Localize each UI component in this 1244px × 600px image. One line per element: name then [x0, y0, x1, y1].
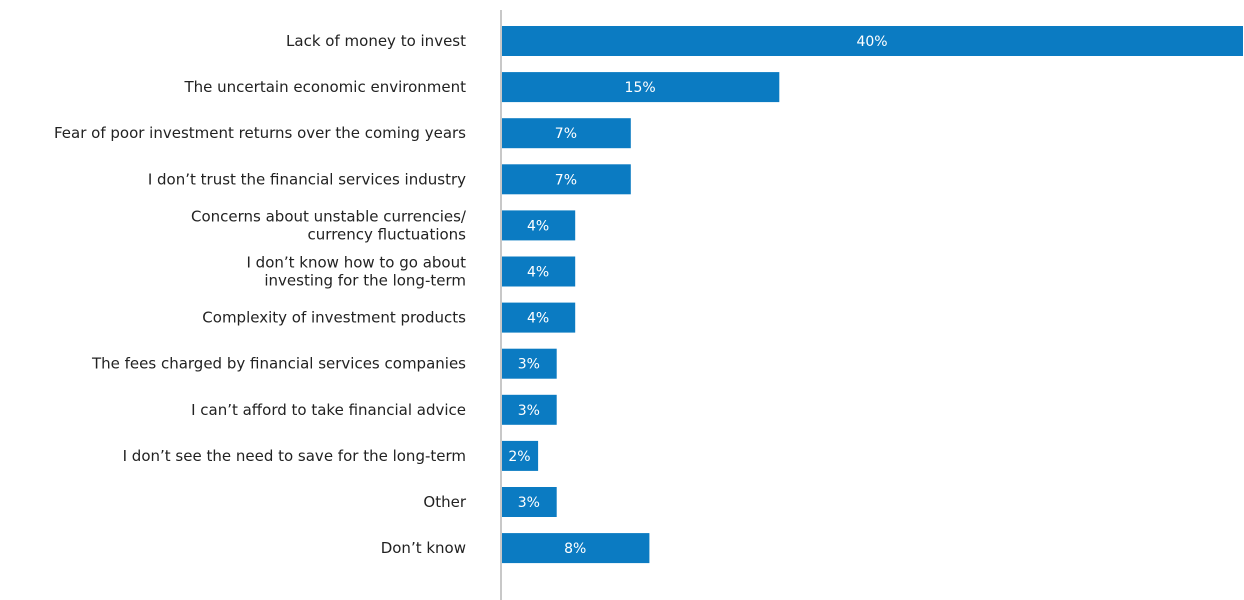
category-label-line: I can’t afford to take financial advice: [191, 401, 466, 419]
category-label: The uncertain economic environment: [184, 78, 467, 96]
data-label: 2%: [508, 449, 530, 465]
bar: [501, 487, 557, 517]
category-label-line: The uncertain economic environment: [184, 78, 467, 96]
bar: [501, 348, 557, 379]
category-label: Concerns about unstable currencies/curre…: [191, 207, 467, 243]
category-label-line: Other: [423, 493, 466, 511]
category-label-line: Fear of poor investment returns over the…: [54, 124, 466, 142]
category-labels-layer: Lack of money to invest The uncertain eco…: [54, 32, 467, 557]
category-label: The fees charged by financial services c…: [91, 355, 466, 373]
bar: [501, 118, 631, 149]
category-label-line: Concerns about unstable currencies/: [191, 207, 467, 225]
data-label: 15%: [625, 80, 656, 96]
data-label: 40%: [856, 34, 887, 50]
value-labels-layer: 40% 15% 7% 7% 4% 4% 4% 3% 3% 2% 3% 8%: [508, 34, 887, 557]
bar: [501, 256, 576, 287]
category-label-line: I don’t know how to go about: [246, 254, 466, 272]
category-label: I don’t see the need to save for the lon…: [123, 447, 466, 465]
data-label: 7%: [555, 172, 577, 188]
data-label: 7%: [555, 126, 577, 142]
data-label: 3%: [518, 403, 540, 419]
category-label-line: investing for the long-term: [264, 272, 466, 290]
data-label: 4%: [527, 218, 549, 234]
data-label: 4%: [527, 311, 549, 327]
category-label-line: currency fluctuations: [308, 225, 467, 243]
category-label-line: I don’t see the need to save for the lon…: [123, 447, 466, 465]
category-label: Other: [423, 493, 466, 511]
bar: [501, 72, 780, 103]
category-label: Complexity of investment products: [202, 309, 466, 327]
bar: [501, 26, 1243, 56]
bar: [501, 210, 576, 241]
data-label: 4%: [527, 265, 549, 281]
category-label-line: Don’t know: [381, 539, 466, 557]
category-label: Lack of money to invest: [286, 32, 466, 50]
bars-layer: [501, 26, 1243, 564]
category-label: Don’t know: [381, 539, 466, 557]
bar: [501, 533, 650, 564]
category-label: Fear of poor investment returns over the…: [54, 124, 466, 142]
data-label: 8%: [564, 541, 586, 557]
bar: [501, 394, 557, 425]
category-label-line: Lack of money to invest: [286, 32, 466, 50]
category-label: I don’t know how to go about investing fo…: [246, 254, 466, 290]
bar: [501, 440, 539, 471]
data-label: 3%: [518, 357, 540, 373]
category-label-line: The fees charged by financial services c…: [91, 355, 466, 373]
bar: [501, 164, 631, 195]
category-label-line: Complexity of investment products: [202, 309, 466, 327]
data-label: 3%: [518, 495, 540, 511]
category-label: I can’t afford to take financial advice: [191, 401, 466, 419]
category-label-line: I don’t trust the financial services ind…: [148, 170, 466, 188]
category-label: I don’t trust the financial services ind…: [148, 170, 466, 188]
bar: [501, 302, 576, 333]
